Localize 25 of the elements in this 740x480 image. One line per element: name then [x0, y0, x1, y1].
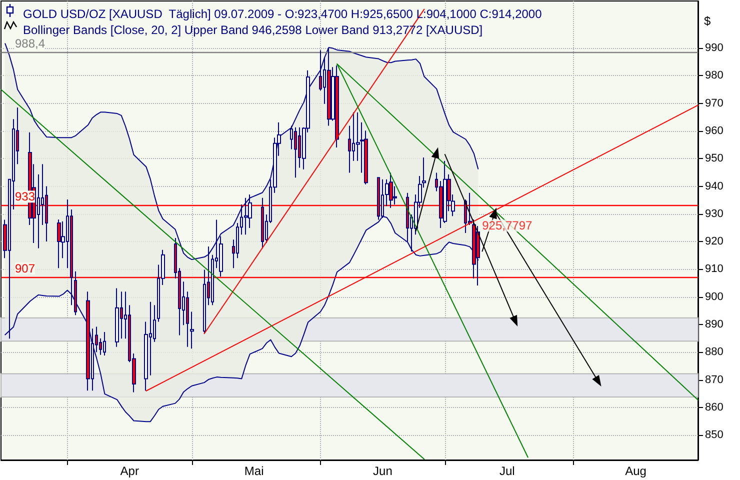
ref-line-label: 933: [15, 190, 36, 204]
y-tick-label: 850: [705, 429, 724, 442]
y-tick-label: 880: [705, 346, 724, 358]
y-tick-label: 980: [705, 70, 724, 82]
y-tick-label: 910: [705, 263, 724, 276]
y-tick-label: 960: [705, 124, 724, 137]
ref-line-label: 988,4: [15, 36, 46, 50]
x-tick-label: Mai: [244, 464, 264, 478]
y-tick-label: 920: [705, 236, 724, 248]
y-tick-label: 970: [705, 97, 724, 110]
y-tick-label: 860: [705, 401, 724, 414]
x-tick-label: Jul: [499, 464, 515, 478]
y-tick-label: 950: [705, 152, 724, 165]
y-tick-label: 890: [705, 318, 724, 331]
y-tick-label: 900: [705, 290, 724, 303]
y-tick-label: 990: [705, 42, 724, 54]
ref-line-label: 907: [15, 262, 36, 276]
annotation: 925,7797: [482, 218, 532, 233]
y-tick-label: 870: [705, 374, 724, 386]
y-tick-label: 930: [705, 208, 724, 220]
x-tick-label: Aug: [625, 464, 646, 478]
y-tick-label: 940: [705, 180, 724, 192]
x-tick-label: Jun: [373, 464, 392, 478]
y-axis-title: $: [704, 14, 711, 28]
x-tick-label: Apr: [120, 464, 139, 478]
